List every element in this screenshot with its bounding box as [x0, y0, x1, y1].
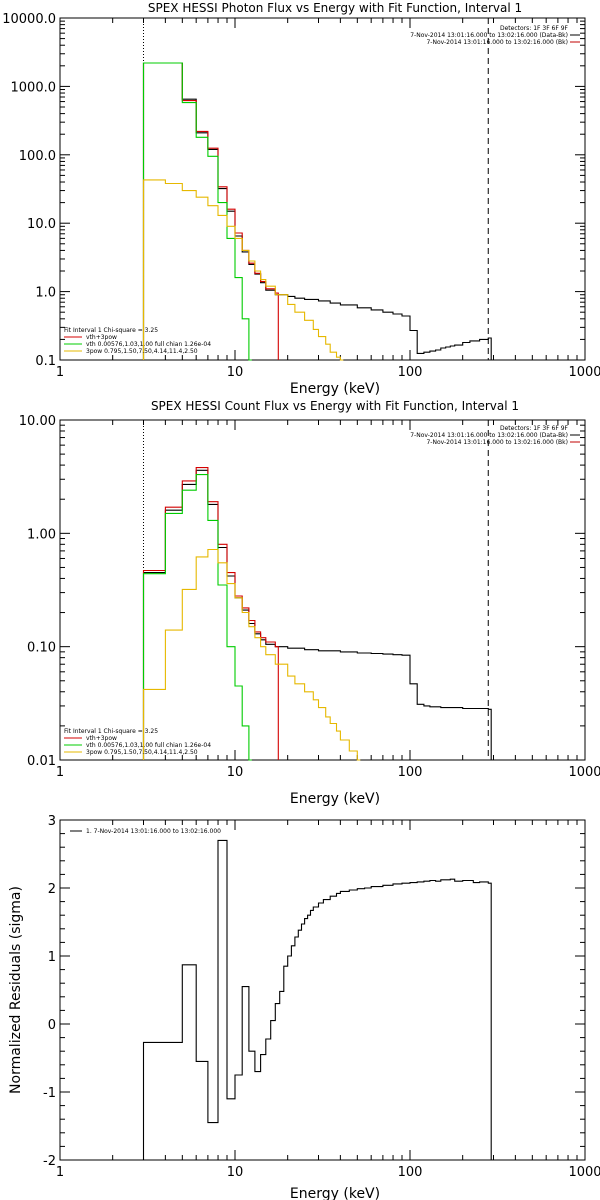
- photon-flux-y-tick-label: 1.0: [35, 286, 56, 301]
- photon-flux-y-tick-label: 10000.0: [2, 12, 56, 27]
- count-flux-data-labels: Detectors: 1F 3F 6F 9F 7-Nov-2014 13:01:…: [410, 425, 580, 446]
- photon-flux-y-tick-label: 0.1: [35, 354, 56, 369]
- photon-flux-fit-header: Fit Interval 1 Chi-square = 3.25: [64, 327, 158, 334]
- residuals-y-tick-label: -1: [43, 1086, 56, 1101]
- photon-flux-x-tick-label: 10: [227, 365, 244, 380]
- photon-flux-x-tick-label: 1000: [568, 365, 600, 380]
- photon-flux-chart: SPEX HESSI Photon Flux vs Energy with Fi…: [2, 1, 600, 397]
- residuals-legend: 1. 7-Nov-2014 13:01:16.000 to 13:02:16.0…: [70, 828, 221, 835]
- photon-flux-plot-frame: [59, 17, 586, 361]
- count-flux-bk-label: 7-Nov-2014 13:01:16.000 to 13:02:16.000 …: [426, 439, 568, 446]
- residuals-legend-item: 1. 7-Nov-2014 13:01:16.000 to 13:02:16.0…: [86, 828, 221, 835]
- photon-flux-series-2: [142, 62, 252, 361]
- photon-flux-data-labels: Detectors: 1F 3F 6F 9F 7-Nov-2014 13:01:…: [410, 25, 580, 46]
- count-flux-title: SPEX HESSI Count Flux vs Energy with Fit…: [151, 399, 519, 413]
- photon-flux-series-3: [142, 179, 344, 361]
- count-flux-y-tick-label: 0.10: [27, 641, 56, 656]
- photon-flux-y-tick-label: 10.0: [27, 217, 56, 232]
- residuals-y-tick-label: 3: [48, 814, 56, 829]
- residuals-ylabel: Normalized Residuals (sigma): [8, 886, 24, 1094]
- count-flux-series-3: [142, 548, 361, 761]
- photon-flux-xlabel: Energy (keV): [290, 381, 380, 397]
- residuals-series-0: [142, 839, 492, 1160]
- residuals-marks: [142, 839, 492, 1160]
- count-flux-data-label: 7-Nov-2014 13:01:16.000 to 13:02:16.000 …: [410, 432, 568, 439]
- photon-flux-fit-item-vth: vth 0.00576,1.03,1.00 full chian 1.26e-0…: [86, 341, 211, 348]
- count-flux-series-1: [142, 467, 279, 760]
- count-flux-plot-frame: [59, 419, 586, 761]
- residuals-x-tick-label: 1: [56, 1165, 64, 1180]
- photon-flux-x-tick-label: 1: [56, 365, 64, 380]
- photon-flux-y-tick-label: 100.0: [19, 149, 56, 164]
- residuals-chart: 1 10 100 1000 -2 -1 0 1 2 3 1. 7-Nov-2014 13:01:1…: [8, 814, 600, 1200]
- photon-flux-fit-legend: Fit Interval 1 Chi-square = 3.25 vth+3po…: [64, 327, 211, 355]
- count-flux-fit-item-total: vth+3pow: [86, 735, 117, 742]
- photon-flux-series-0: [142, 62, 492, 360]
- count-flux-marks: [142, 420, 492, 761]
- count-flux-detectors: Detectors: 1F 3F 6F 9F: [500, 425, 569, 432]
- count-flux-chart: SPEX HESSI Count Flux vs Energy with Fit…: [19, 399, 600, 807]
- residuals-y-tick-label: 1: [48, 950, 56, 965]
- residuals-x-tick-label: 100: [398, 1165, 423, 1180]
- photon-flux-y-tick-label: 1000.0: [11, 80, 57, 95]
- photon-flux-fit-item-total: vth+3pow: [86, 334, 117, 341]
- photon-flux-x-tick-label: 100: [398, 365, 423, 380]
- photon-flux-title: SPEX HESSI Photon Flux vs Energy with Fi…: [148, 1, 522, 15]
- count-flux-fit-item-3pow: 3pow 0.795,1.50,7.50,4.14,11.4,2.50: [86, 749, 198, 756]
- count-flux-series-0: [142, 469, 492, 760]
- count-flux-fit-header: Fit Interval 1 Chi-square = 3.25: [64, 728, 158, 735]
- count-flux-fit-legend: Fit Interval 1 Chi-square = 3.25 vth+3po…: [64, 728, 211, 756]
- photon-flux-ticks: 1 10 100 1000 0.1 1.0 10.0 100.0 1000.0 10000.0: [2, 12, 600, 380]
- count-flux-y-tick-label: 10.00: [19, 414, 56, 429]
- residuals-x-tick-label: 1000: [568, 1165, 600, 1180]
- count-flux-x-tick-label: 100: [398, 765, 423, 780]
- photon-flux-data-label: 7-Nov-2014 13:01:16.000 to 13:02:16.000 …: [410, 32, 568, 39]
- count-flux-series-2: [142, 474, 252, 761]
- residuals-y-tick-label: 2: [48, 882, 56, 897]
- count-flux-x-tick-label: 10: [227, 765, 244, 780]
- residuals-ticks: 1 10 100 1000 -2 -1 0 1 2 3: [43, 814, 600, 1180]
- residuals-plot-frame: [59, 819, 586, 1161]
- count-flux-x-tick-label: 1: [56, 765, 64, 780]
- count-flux-y-tick-label: 1.00: [27, 527, 56, 542]
- photon-flux-series-1: [142, 62, 279, 360]
- residuals-y-tick-label: 0: [48, 1018, 56, 1033]
- photon-flux-detectors: Detectors: 1F 3F 6F 9F: [500, 25, 569, 32]
- photon-flux-fit-item-3pow: 3pow 0.795,1.50,7.50,4.14,11.4,2.50: [86, 348, 198, 355]
- count-flux-ticks: 1 10 100 1000 0.01 0.10 1.00 10.00: [19, 414, 600, 780]
- count-flux-y-tick-label: 0.01: [27, 754, 56, 769]
- residuals-xlabel: Energy (keV): [290, 1186, 380, 1200]
- photon-flux-marks: [142, 18, 492, 361]
- count-flux-x-tick-label: 1000: [568, 765, 600, 780]
- count-flux-xlabel: Energy (keV): [290, 791, 380, 807]
- photon-flux-bk-label: 7-Nov-2014 13:01:16.000 to 13:02:16.000 …: [426, 39, 568, 46]
- residuals-y-tick-label: -2: [43, 1154, 56, 1169]
- count-flux-fit-item-vth: vth 0.00576,1.03,1.00 full chian 1.26e-0…: [86, 742, 211, 749]
- residuals-x-tick-label: 10: [227, 1165, 244, 1180]
